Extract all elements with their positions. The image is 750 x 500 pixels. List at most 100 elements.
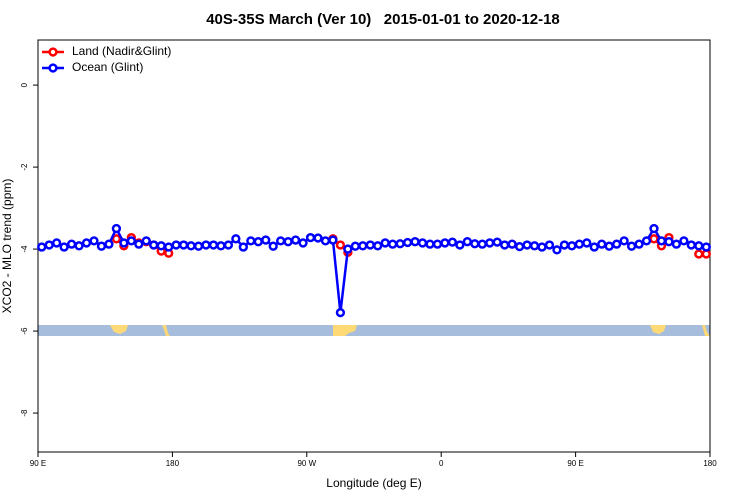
legend-marker [48, 47, 58, 57]
point [537, 242, 547, 252]
point [671, 239, 682, 249]
y-tick-label: -6 [20, 327, 29, 335]
point [238, 242, 248, 252]
point [335, 240, 346, 250]
point [432, 239, 443, 249]
series [37, 223, 711, 318]
point [246, 236, 256, 246]
point [193, 241, 204, 251]
point [164, 242, 174, 252]
point [178, 240, 189, 250]
point [141, 236, 151, 246]
x-tick-label: 0 [439, 459, 444, 468]
x-tick-label: 180 [166, 459, 180, 468]
point [522, 240, 532, 250]
point [66, 239, 77, 249]
point [149, 240, 159, 250]
point [261, 235, 271, 245]
point [664, 237, 674, 247]
point [380, 238, 390, 248]
land-mask-strip [38, 325, 710, 336]
point [358, 241, 368, 251]
point [350, 241, 360, 251]
y-tick-label: -2 [20, 163, 29, 171]
point [641, 236, 652, 246]
y-axis-label: XCO2 - MLO trend (ppm) [0, 179, 14, 314]
point [96, 241, 107, 251]
point [156, 241, 166, 251]
point [440, 238, 450, 248]
point [656, 236, 667, 246]
point [455, 240, 465, 250]
point [649, 234, 659, 244]
point [320, 236, 331, 246]
point [305, 232, 316, 243]
point [52, 238, 62, 248]
point [37, 242, 47, 252]
point [410, 237, 420, 247]
point [477, 239, 487, 249]
point [111, 223, 122, 234]
point [283, 237, 293, 247]
point [201, 240, 211, 250]
point [574, 239, 584, 249]
legend-label: Land (Nadir&Glint) [72, 44, 171, 58]
point [216, 241, 226, 251]
point [589, 242, 599, 252]
point [694, 249, 704, 259]
point [313, 233, 323, 243]
point [634, 239, 644, 249]
point [365, 240, 375, 250]
y-tick-label: 0 [20, 82, 29, 87]
legend-marker [48, 63, 58, 73]
x-tick-label: 90 W [297, 459, 316, 468]
point [111, 234, 122, 244]
point [604, 241, 614, 251]
legend-label: Ocean (Glint) [72, 60, 143, 74]
point [649, 223, 659, 234]
point [507, 239, 517, 249]
point [425, 239, 435, 249]
point [559, 240, 570, 250]
point [567, 241, 577, 251]
point [395, 239, 405, 249]
point [417, 238, 428, 248]
point [447, 237, 458, 247]
point [231, 234, 241, 244]
point [253, 237, 263, 247]
point [208, 240, 219, 250]
point [44, 240, 54, 250]
point [582, 238, 592, 248]
point [335, 307, 346, 318]
point [298, 238, 308, 248]
point [223, 240, 234, 250]
point [59, 242, 69, 252]
point [597, 239, 607, 249]
point [328, 235, 338, 245]
point [492, 237, 502, 247]
point [388, 239, 398, 249]
point [373, 241, 383, 251]
point [81, 238, 92, 248]
point [290, 235, 301, 245]
point [612, 239, 622, 249]
point [679, 236, 689, 246]
point [74, 241, 84, 251]
point [276, 236, 286, 246]
point [514, 241, 525, 252]
point [134, 239, 144, 249]
chart-title: 40S-35S March (Ver 10) 2015-01-01 to 202… [206, 11, 560, 28]
point [626, 241, 637, 251]
point [104, 239, 114, 249]
y-tick-label: -8 [20, 409, 29, 417]
point [686, 240, 696, 250]
point [529, 241, 540, 251]
point [694, 241, 704, 251]
point [701, 242, 711, 252]
point [186, 241, 196, 251]
point [119, 238, 129, 248]
y-tick-label: -4 [20, 245, 29, 253]
point [402, 237, 413, 248]
point [89, 236, 99, 246]
